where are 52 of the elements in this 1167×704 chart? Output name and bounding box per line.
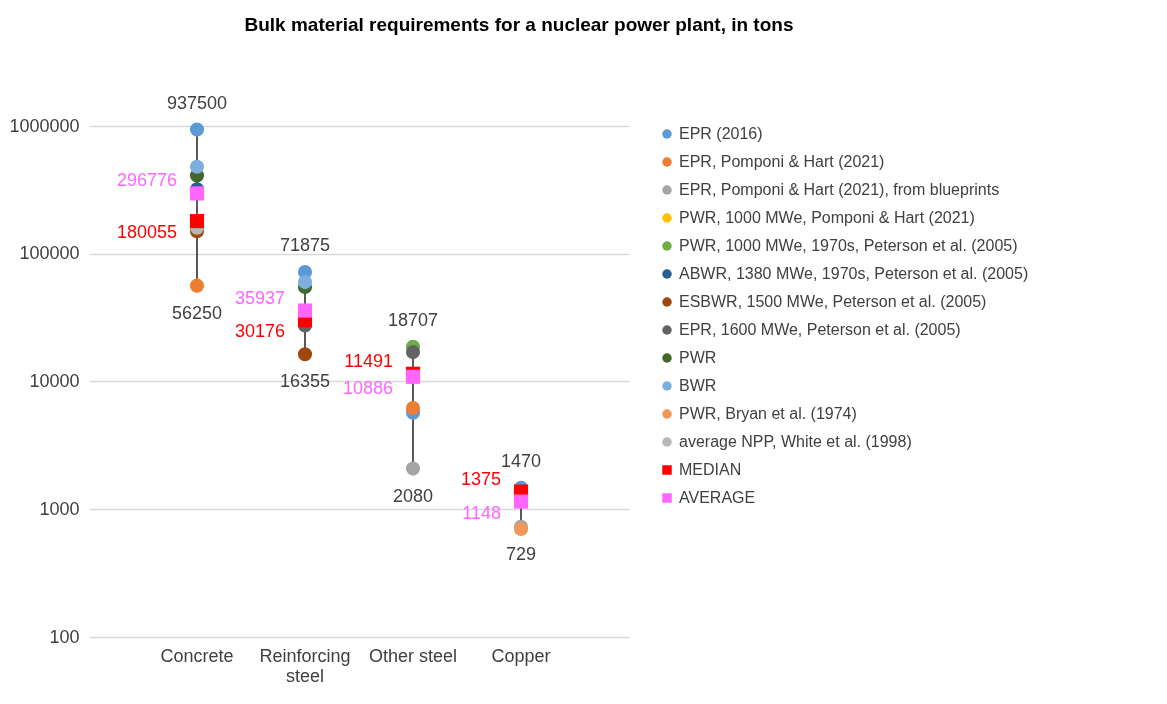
legend-label: average NPP, White et al. (1998) bbox=[679, 433, 912, 450]
annotation: 2080 bbox=[392, 485, 434, 506]
data-label: 180055 bbox=[116, 222, 177, 243]
y-tick-label: 1000000 bbox=[9, 115, 80, 136]
annotation: 71875 bbox=[279, 235, 331, 256]
point bbox=[189, 186, 205, 201]
annotation: 729 bbox=[505, 543, 537, 564]
legend-label: PWR, 1000 MWe, 1970s, Peterson et al. (2005) bbox=[679, 237, 1018, 254]
point bbox=[189, 122, 205, 137]
x-tick-label: Reinforcing steel bbox=[259, 645, 351, 686]
data-label: 35937 bbox=[234, 287, 285, 308]
point bbox=[297, 347, 313, 362]
data-label: 30176 bbox=[234, 321, 285, 342]
legend-label: EPR, Pomponi & Hart (2021), from blueprints bbox=[679, 181, 1000, 198]
point bbox=[405, 400, 421, 416]
x-tick-label: Copper bbox=[491, 645, 551, 666]
legend-label: PWR, 1000 MWe, Pomponi & Hart (2021) bbox=[679, 209, 975, 226]
y-tick-label: 10000 bbox=[29, 371, 80, 391]
point bbox=[189, 214, 205, 229]
data-label: 11491 bbox=[344, 350, 393, 371]
point bbox=[405, 461, 421, 476]
data-label: 10886 bbox=[342, 377, 393, 398]
x-tick-label: Concrete bbox=[160, 645, 234, 666]
annotation: 16355 bbox=[279, 371, 331, 392]
data-label: 296776 bbox=[116, 170, 177, 191]
legend-label: BWR bbox=[679, 377, 717, 394]
legend-label: EPR, 1600 MWe, Peterson et al. (2005) bbox=[679, 321, 961, 338]
annotation: 56250 bbox=[171, 302, 223, 323]
legend-label: MEDIAN bbox=[679, 461, 742, 478]
legend-label: EPR, Pomponi & Hart (2021) bbox=[679, 153, 885, 170]
annotation: 937500 bbox=[166, 92, 228, 113]
data-label: 1375 bbox=[460, 468, 501, 489]
data-label: 1148 bbox=[462, 502, 501, 523]
legend-label: ABWR, 1380 MWe, 1970s, Peterson et al. (2005) bbox=[679, 265, 1029, 282]
point bbox=[189, 159, 205, 174]
chart-title: Bulk material requirements for a nuclear power plant, in tons bbox=[244, 13, 794, 35]
legend-label: PWR, Bryan et al. (1974) bbox=[679, 405, 857, 422]
legend-label: EPR (2016) bbox=[679, 125, 763, 142]
point bbox=[297, 275, 313, 290]
legend-label: ESBWR, 1500 MWe, Peterson et al. (2005) bbox=[679, 293, 987, 310]
y-tick-label: 1000 bbox=[39, 498, 80, 519]
point bbox=[189, 278, 205, 293]
annotation: 18707 bbox=[387, 309, 439, 330]
x-tick-label: Other steel bbox=[368, 645, 458, 666]
annotation: 1470 bbox=[500, 450, 542, 471]
legend-label: AVERAGE bbox=[679, 489, 756, 506]
y-tick-label: 100000 bbox=[19, 243, 80, 264]
y-tick-label: 100 bbox=[49, 626, 80, 647]
point bbox=[405, 345, 421, 360]
point bbox=[513, 494, 529, 509]
legend-label: PWR bbox=[679, 349, 717, 366]
point bbox=[297, 303, 313, 318]
